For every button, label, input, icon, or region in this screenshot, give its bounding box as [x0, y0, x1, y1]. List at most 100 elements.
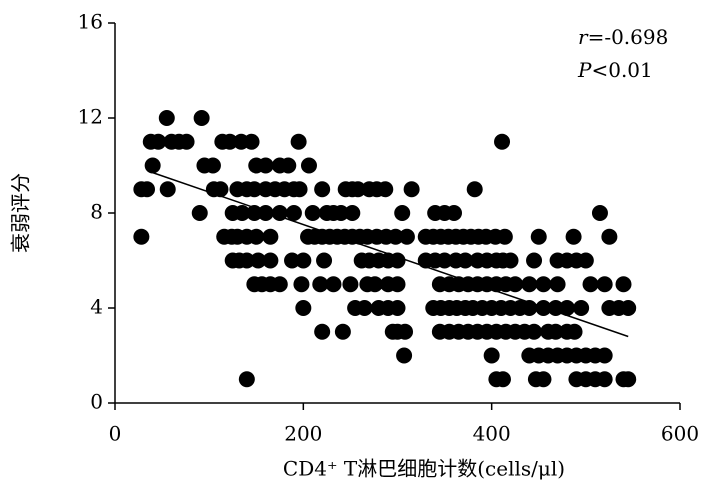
y-tick-label: 4 [90, 295, 103, 319]
point [314, 181, 331, 198]
point [496, 228, 513, 245]
y-tick-label: 0 [90, 390, 103, 414]
x-tick-label: 600 [661, 422, 699, 446]
point [601, 228, 618, 245]
point [262, 252, 279, 269]
point [191, 205, 208, 221]
annotation-symbol: r [578, 25, 589, 49]
point [238, 252, 255, 269]
point [577, 252, 594, 269]
point [349, 181, 366, 198]
point [483, 347, 500, 364]
point [394, 205, 411, 221]
point [257, 205, 274, 221]
y-tick-label: 12 [78, 105, 103, 129]
point [344, 205, 361, 221]
point [262, 228, 279, 245]
point [397, 323, 414, 340]
point [547, 323, 564, 340]
point [565, 228, 582, 245]
point [436, 252, 453, 269]
point [238, 371, 255, 388]
point [158, 110, 175, 126]
point [290, 133, 307, 150]
point [300, 157, 317, 174]
point [257, 157, 274, 174]
point [526, 323, 543, 340]
point [591, 205, 608, 221]
annotation-text: <0.01 [591, 58, 652, 82]
point [446, 205, 462, 221]
point [250, 252, 267, 269]
point [502, 252, 519, 269]
point [573, 300, 590, 316]
y-tick-label: 8 [90, 200, 103, 224]
point [342, 276, 359, 293]
annotation: r=-0.698 [578, 25, 668, 49]
point [389, 252, 406, 269]
point [457, 252, 474, 269]
point [535, 276, 552, 293]
y-tick-label: 16 [78, 10, 103, 34]
point [133, 228, 150, 245]
point [293, 276, 310, 293]
point [212, 181, 229, 198]
point [159, 181, 176, 198]
point [139, 181, 156, 198]
point [248, 228, 265, 245]
point [204, 157, 221, 174]
point [271, 276, 288, 293]
point [549, 276, 566, 293]
point [596, 276, 613, 293]
point [144, 157, 161, 174]
point [280, 157, 297, 174]
x-tick-label: 0 [109, 422, 122, 446]
point [284, 252, 301, 269]
point [547, 300, 564, 316]
point [620, 371, 637, 388]
point [221, 133, 238, 150]
point [150, 133, 167, 150]
point [615, 276, 632, 293]
annotation-symbol: P [577, 58, 592, 82]
point [285, 205, 302, 221]
point [535, 371, 552, 388]
point [193, 110, 210, 126]
point [295, 252, 312, 269]
annotation-text: =-0.698 [588, 25, 669, 49]
point [521, 276, 538, 293]
point [178, 133, 195, 150]
point [582, 276, 599, 293]
point [396, 347, 413, 364]
point [566, 323, 583, 340]
point [366, 276, 383, 293]
fit-line [152, 171, 629, 338]
x-tick-label: 200 [284, 422, 322, 446]
point [596, 371, 613, 388]
point [234, 205, 251, 221]
point [314, 323, 331, 340]
point [389, 276, 406, 293]
point [559, 300, 575, 316]
point [398, 228, 415, 245]
point [316, 252, 333, 269]
point [312, 276, 329, 293]
x-tick-label: 400 [473, 422, 511, 446]
point [291, 181, 308, 198]
point [403, 181, 420, 198]
point [271, 205, 288, 221]
y-axis-label: 衰弱评分 [9, 173, 33, 253]
point [243, 133, 260, 150]
point [334, 323, 351, 340]
point [333, 205, 349, 221]
annotation: P<0.01 [577, 58, 653, 82]
point [596, 347, 613, 364]
point [466, 181, 483, 198]
point [246, 181, 263, 198]
point [620, 300, 637, 316]
point [304, 205, 321, 221]
point [325, 276, 342, 293]
point [295, 300, 312, 316]
